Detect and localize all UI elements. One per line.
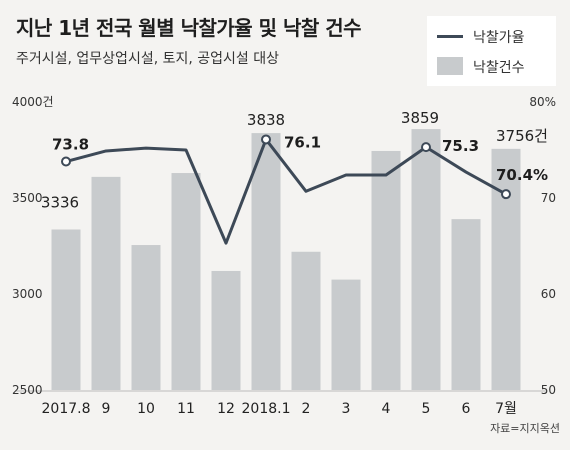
bar-11 — [491, 148, 521, 390]
bar-7 — [331, 279, 361, 390]
legend-bar-label: 낙찰건수 — [473, 60, 525, 76]
x-tick-2: 10 — [137, 401, 155, 417]
x-tick-8: 4 — [382, 401, 391, 417]
bar-3 — [171, 173, 201, 390]
rate-label-11: 70.4% — [496, 166, 548, 184]
bar-1 — [91, 176, 121, 390]
chart-subtitle: 주거시설, 업무상업시설, 토지, 공업시설 대상 — [16, 51, 279, 67]
x-tick-3: 11 — [177, 401, 195, 417]
legend: 낙찰가율 낙찰건수 — [427, 16, 556, 86]
x-tick-4: 12 — [217, 401, 235, 417]
count-label-11: 3756건 — [496, 127, 548, 145]
y-left-tick-3: 2500 — [12, 383, 43, 397]
x-tick-6: 2 — [302, 401, 311, 417]
x-tick-1: 9 — [102, 401, 111, 417]
rate-marker-11 — [501, 189, 511, 200]
bar-6 — [291, 251, 321, 390]
bar-4 — [211, 270, 241, 390]
legend-item-bar: 낙찰건수 — [437, 54, 553, 78]
x-tick-10: 6 — [462, 401, 471, 417]
y-right-tick-0: 80% — [529, 95, 556, 109]
y-left-tick-0: 4000건 — [12, 95, 54, 109]
legend-line-label: 낙찰가율 — [473, 30, 525, 46]
bar-9 — [411, 129, 441, 390]
chart-title: 지난 1년 전국 월별 낙찰가율 및 낙찰 건수 — [16, 16, 362, 40]
x-tick-7: 3 — [342, 401, 351, 417]
x-tick-11: 7월 — [495, 401, 517, 417]
count-label-9: 3859 — [401, 109, 439, 127]
count-label-5: 3838 — [247, 111, 285, 129]
rate-marker-9 — [421, 142, 431, 153]
legend-bar-swatch — [437, 57, 463, 75]
rate-label-9: 75.3 — [442, 137, 479, 155]
y-right-tick-3: 50 — [541, 383, 556, 397]
source-note: 자료=지지옥션 — [490, 422, 560, 435]
bar-0 — [51, 229, 81, 390]
x-tick-9: 5 — [422, 401, 431, 417]
rate-marker-0 — [61, 156, 71, 167]
rate-label-5: 76.1 — [284, 133, 321, 151]
legend-item-line: 낙찰가율 — [437, 24, 553, 48]
rate-label-0: 73.8 — [52, 136, 89, 154]
rate-line — [65, 137, 507, 245]
bar-8 — [371, 150, 401, 390]
x-tick-5: 2018.1 — [242, 401, 291, 417]
x-tick-0: 2017.8 — [42, 401, 91, 417]
y-left-tick-1: 3500 — [12, 191, 43, 205]
bar-10 — [451, 219, 481, 390]
bar-2 — [131, 245, 161, 390]
y-right-tick-2: 60 — [541, 287, 556, 301]
y-right-tick-1: 70 — [541, 191, 556, 205]
count-label-0: 3336 — [41, 193, 79, 211]
y-left-tick-2: 3000 — [12, 287, 43, 301]
bar-5 — [251, 133, 281, 390]
rate-marker-5 — [261, 134, 271, 145]
legend-line-swatch — [437, 35, 463, 38]
